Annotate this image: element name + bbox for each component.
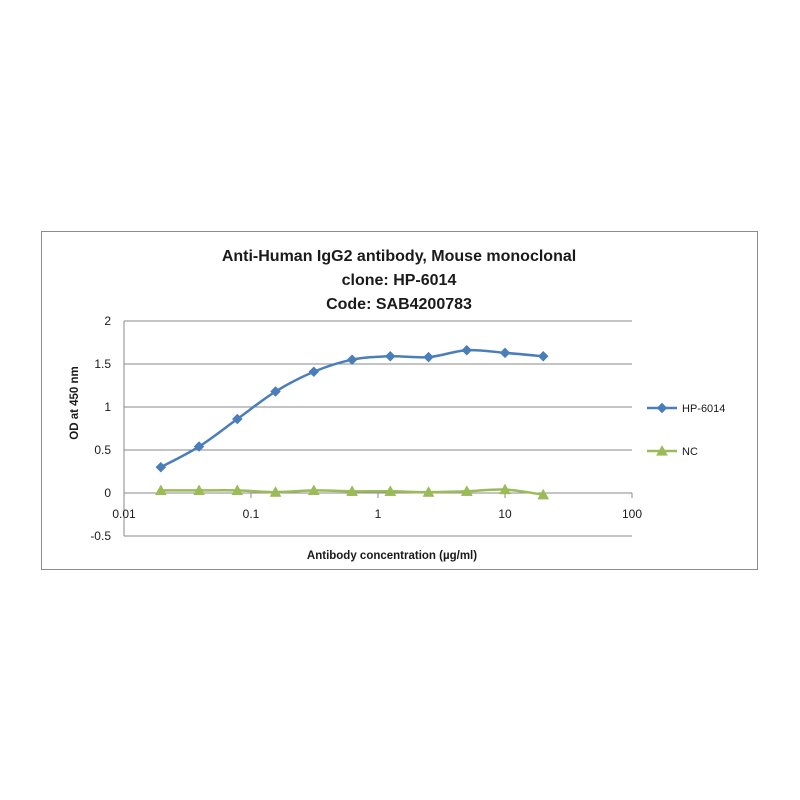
- data-point-nc: [537, 488, 550, 500]
- legend-marker-nc: [656, 444, 668, 456]
- legend-marker-hp-6014: [656, 402, 668, 414]
- chart-title-line-2: clone: HP-6014: [342, 272, 457, 289]
- x-axis-ticks: 0.01 0.1 1 10 100: [112, 493, 642, 521]
- data-point-nc: [499, 483, 511, 495]
- x-axis-title: Antibody concentration (µg/ml): [307, 550, 477, 562]
- chart-title-line-3: Code: SAB4200783: [326, 296, 472, 313]
- data-point-nc: [460, 485, 473, 496]
- data-point-hp-6014: [193, 441, 205, 452]
- data-point-nc: [154, 484, 167, 496]
- chart-title: Anti-Human IgG2 antibody, Mouse monoclon…: [222, 248, 576, 313]
- data-point-hp-6014: [384, 350, 396, 362]
- x-tick-label: 0.1: [243, 507, 260, 521]
- y-axis-title: OD at 450 nm: [69, 366, 81, 440]
- series-group: [154, 344, 550, 500]
- y-tick-label: 1.5: [94, 357, 111, 371]
- data-point-hp-6014: [231, 413, 243, 425]
- y-axis-ticks: -0.5 0 0.5 1 1.5 2: [90, 314, 111, 543]
- gridlines: [123, 320, 632, 537]
- legend-label-hp-6014: HP-6014: [682, 403, 725, 415]
- y-tick-label: 0: [104, 486, 111, 500]
- legend-label-nc: NC: [682, 446, 698, 458]
- data-point-hp-6014: [537, 350, 549, 362]
- y-tick-label: -0.5: [90, 529, 111, 543]
- x-tick-label: 100: [622, 507, 642, 521]
- data-point-nc: [193, 484, 205, 496]
- x-tick-label: 0.01: [112, 507, 136, 521]
- chart-title-line-1: Anti-Human IgG2 antibody, Mouse monoclon…: [222, 248, 576, 265]
- data-point-nc: [231, 484, 244, 496]
- data-point-hp-6014: [346, 354, 358, 366]
- data-point-nc: [346, 485, 359, 496]
- data-point-hp-6014: [461, 344, 473, 356]
- data-point-hp-6014: [270, 386, 281, 397]
- y-tick-label: 0.5: [94, 443, 111, 457]
- data-point-nc: [422, 486, 435, 497]
- y-tick-label: 2: [104, 314, 111, 328]
- x-tick-label: 10: [498, 507, 512, 521]
- data-point-hp-6014: [155, 461, 167, 473]
- y-tick-label: 1: [104, 400, 111, 414]
- chart-svg: Anti-Human IgG2 antibody, Mouse monoclon…: [69, 248, 725, 562]
- x-tick-label: 1: [375, 507, 382, 521]
- data-point-nc: [307, 484, 320, 496]
- legend: HP-6014 NC: [647, 402, 725, 458]
- data-point-hp-6014: [308, 366, 320, 378]
- data-point-nc: [384, 485, 397, 496]
- data-point-nc: [269, 486, 282, 497]
- chart-frame: Anti-Human IgG2 antibody, Mouse monoclon…: [41, 231, 758, 570]
- data-point-hp-6014: [423, 351, 434, 363]
- data-point-hp-6014: [499, 347, 511, 359]
